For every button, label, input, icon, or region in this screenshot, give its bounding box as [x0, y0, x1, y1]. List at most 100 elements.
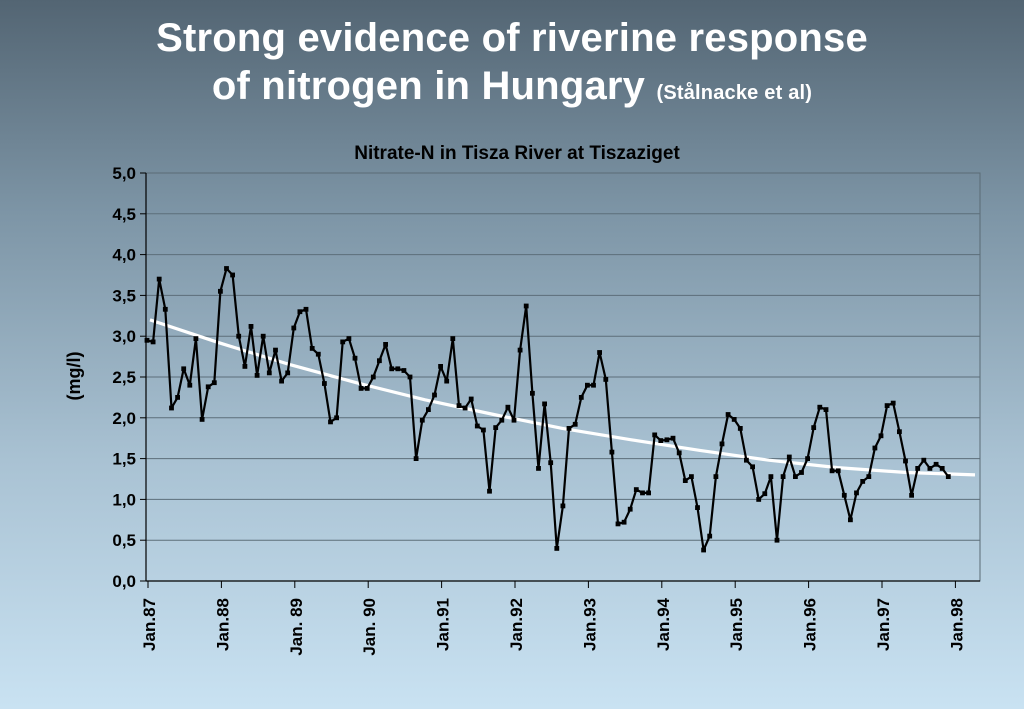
data-point — [585, 382, 590, 388]
y-tick-label: 4,0 — [112, 246, 136, 265]
data-point — [150, 339, 156, 345]
data-point — [707, 533, 713, 539]
data-point — [273, 347, 278, 353]
data-point — [780, 474, 786, 479]
data-point — [866, 474, 872, 479]
data-point — [860, 479, 866, 484]
x-tick-label: Jan.95 — [727, 598, 746, 651]
data-point — [401, 368, 407, 373]
data-point — [254, 373, 260, 378]
y-tick-label: 0,5 — [112, 531, 136, 550]
data-point — [505, 404, 511, 410]
data-point — [187, 382, 193, 388]
data-point — [786, 454, 792, 460]
data-point — [731, 417, 737, 422]
data-point — [322, 381, 327, 386]
data-point — [848, 517, 853, 523]
data-point — [560, 503, 566, 509]
data-point — [872, 445, 878, 451]
data-point — [878, 433, 884, 439]
data-point — [346, 336, 352, 341]
data-point — [438, 364, 443, 369]
data-point — [499, 417, 505, 423]
data-point — [835, 468, 841, 474]
data-point — [181, 366, 187, 372]
data-point — [530, 390, 535, 396]
data-point — [328, 419, 333, 425]
gridlines — [146, 213, 980, 541]
data-point — [468, 396, 474, 402]
x-tick-label: Jan.88 — [213, 598, 232, 651]
data-point — [364, 386, 370, 391]
data-point — [817, 404, 823, 410]
data-point — [175, 395, 180, 400]
y-axis-label: (mg/l) — [64, 352, 84, 401]
data-point — [719, 441, 725, 447]
data-point — [554, 546, 560, 551]
x-tick-label: Jan.93 — [580, 598, 599, 651]
data-point — [230, 272, 235, 278]
data-point — [676, 450, 682, 456]
data-point — [670, 435, 676, 441]
data-point — [762, 491, 768, 497]
data-point — [279, 378, 284, 384]
y-tick-label: 3,5 — [112, 286, 136, 305]
data-point — [897, 429, 902, 435]
data-point — [309, 346, 315, 351]
data-point — [633, 487, 639, 492]
data-point — [750, 464, 755, 470]
data-point — [474, 423, 480, 429]
x-tick-label: Jan. 89 — [287, 598, 306, 656]
trend-line — [149, 318, 976, 477]
data-point — [199, 417, 205, 422]
x-tick-label: Jan.96 — [801, 598, 820, 651]
data-point — [915, 466, 921, 471]
data-point — [260, 333, 266, 339]
data-point — [242, 364, 248, 369]
data-point — [572, 421, 578, 427]
x-tick-label: Jan. 90 — [360, 598, 379, 656]
slide-title-line1: Strong evidence of riverine response — [156, 16, 868, 60]
data-point — [756, 497, 762, 502]
data-point — [682, 478, 688, 483]
y-tick-label: 4,5 — [112, 205, 136, 224]
data-point — [511, 417, 517, 423]
data-point — [444, 378, 450, 384]
x-tick-label: Jan.98 — [947, 598, 966, 651]
data-point — [909, 492, 914, 498]
data-point — [774, 537, 780, 543]
data-point — [517, 347, 523, 353]
citation: (Stålnacke et al) — [656, 82, 813, 104]
data-point — [291, 325, 297, 331]
data-point — [566, 426, 572, 431]
data-point — [664, 437, 670, 443]
data-point — [352, 355, 358, 361]
data-point — [823, 407, 829, 412]
data-point — [205, 384, 211, 390]
data-point — [340, 339, 346, 345]
data-point — [597, 350, 602, 355]
nitrate-series-line — [146, 267, 950, 552]
data-point — [426, 407, 431, 412]
data-point — [805, 456, 810, 461]
data-point — [591, 382, 596, 388]
data-point — [389, 366, 395, 372]
data-point — [578, 395, 584, 400]
data-point — [383, 342, 388, 347]
data-point — [303, 306, 309, 312]
data-point — [523, 303, 529, 309]
data-point — [462, 405, 468, 411]
data-point — [285, 370, 291, 376]
data-point — [884, 403, 890, 408]
data-point — [737, 426, 743, 431]
data-point — [548, 460, 554, 466]
data-point — [144, 337, 150, 343]
data-point — [419, 417, 425, 423]
data-point — [695, 505, 700, 510]
data-point — [939, 466, 945, 471]
data-point — [224, 266, 229, 271]
data-point — [211, 380, 217, 386]
data-point — [793, 474, 798, 479]
chart-title: Nitrate-N in Tisza River at Tiszaziget — [354, 143, 680, 164]
x-tick-label: Jan.91 — [434, 598, 453, 651]
